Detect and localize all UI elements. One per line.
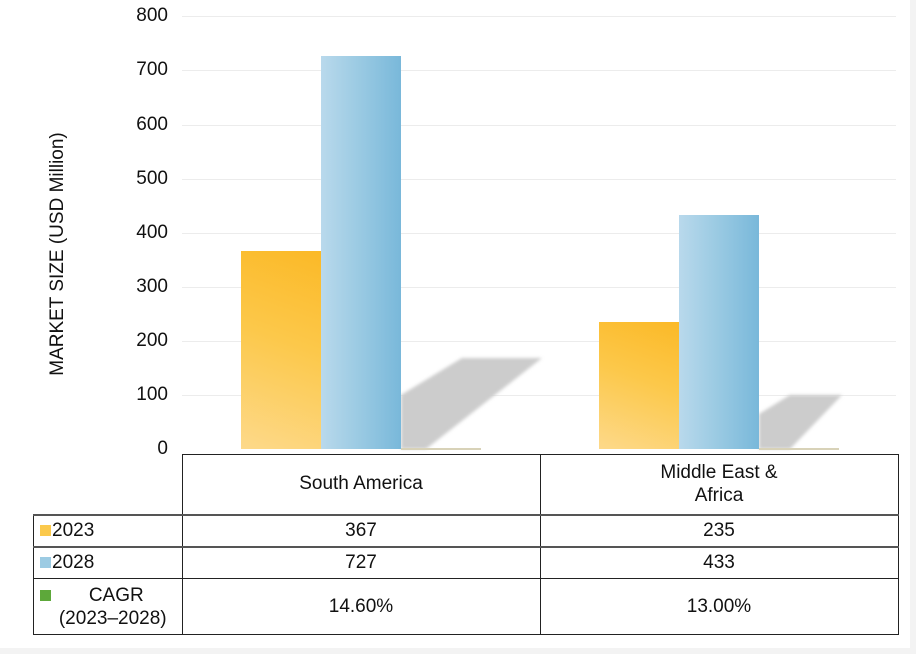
gridline bbox=[182, 233, 896, 234]
cell-mea-2023: 235 bbox=[539, 513, 899, 547]
y-tick-700: 700 bbox=[136, 59, 168, 80]
y-tick-200: 200 bbox=[136, 330, 168, 351]
gridline bbox=[182, 125, 896, 126]
table-corner bbox=[33, 454, 183, 515]
legend-2023: 2023 bbox=[33, 513, 183, 547]
table-row-cagr: CAGR (2023–2028) 14.60% 13.00% bbox=[33, 578, 899, 635]
cell-south-america-2023: 367 bbox=[181, 513, 541, 547]
gridline bbox=[182, 287, 896, 288]
header-label: South America bbox=[299, 473, 423, 495]
gridline bbox=[182, 395, 896, 396]
bar-south-america-2028 bbox=[321, 56, 401, 449]
y-tick-300: 300 bbox=[136, 276, 168, 297]
cell-south-america-2028: 727 bbox=[181, 545, 541, 579]
shadow-mea bbox=[759, 395, 842, 449]
legend-label: CAGR bbox=[57, 584, 175, 607]
legend-swatch-cagr-icon bbox=[40, 589, 51, 601]
table-header-south-america: South America bbox=[181, 454, 541, 515]
cell-south-america-cagr: 14.60% bbox=[181, 578, 541, 635]
gridline bbox=[182, 179, 896, 180]
bar-shadows bbox=[401, 358, 842, 450]
gridline bbox=[182, 16, 896, 17]
legend-label-line1: CAGR bbox=[88, 584, 144, 606]
legend-label: 2028 bbox=[52, 551, 95, 573]
y-tick-500: 500 bbox=[136, 168, 168, 189]
frame-edge-bottom bbox=[0, 648, 916, 654]
header-label-line1: Middle East & bbox=[660, 462, 778, 484]
legend-label-line2: (2023–2028) bbox=[58, 607, 167, 629]
cell-mea-2028: 433 bbox=[539, 545, 899, 579]
header-label-line2: Africa bbox=[694, 485, 744, 507]
y-tick-100: 100 bbox=[136, 384, 168, 405]
shadow-south-america bbox=[401, 358, 542, 449]
data-table: South America Middle East & Africa 2023 … bbox=[33, 454, 899, 635]
gridline bbox=[182, 341, 896, 342]
gridline bbox=[182, 70, 896, 71]
legend-2028: 2028 bbox=[33, 545, 183, 579]
legend-label: 2023 bbox=[52, 519, 95, 541]
frame-edge-right bbox=[910, 0, 916, 654]
cagr-bar-south-america bbox=[401, 448, 481, 450]
bar-mea-2023 bbox=[599, 322, 679, 449]
legend-cagr: CAGR (2023–2028) bbox=[33, 578, 183, 635]
table-row-2028: 2028 727 433 bbox=[33, 545, 899, 579]
bar-mea-2028 bbox=[679, 215, 759, 449]
cell-mea-cagr: 13.00% bbox=[539, 578, 899, 635]
legend-swatch-2023-icon bbox=[40, 524, 51, 536]
cagr-bar-mea bbox=[759, 448, 839, 450]
y-tick-600: 600 bbox=[136, 114, 168, 135]
table-row-2023: 2023 367 235 bbox=[33, 513, 899, 547]
legend-swatch-2028-icon bbox=[40, 557, 51, 569]
y-tick-800: 800 bbox=[136, 5, 168, 26]
bar-south-america-2023 bbox=[241, 251, 321, 449]
table-header-mea: Middle East & Africa bbox=[539, 454, 899, 515]
y-tick-400: 400 bbox=[136, 222, 168, 243]
y-tick-0: 0 bbox=[157, 438, 168, 459]
